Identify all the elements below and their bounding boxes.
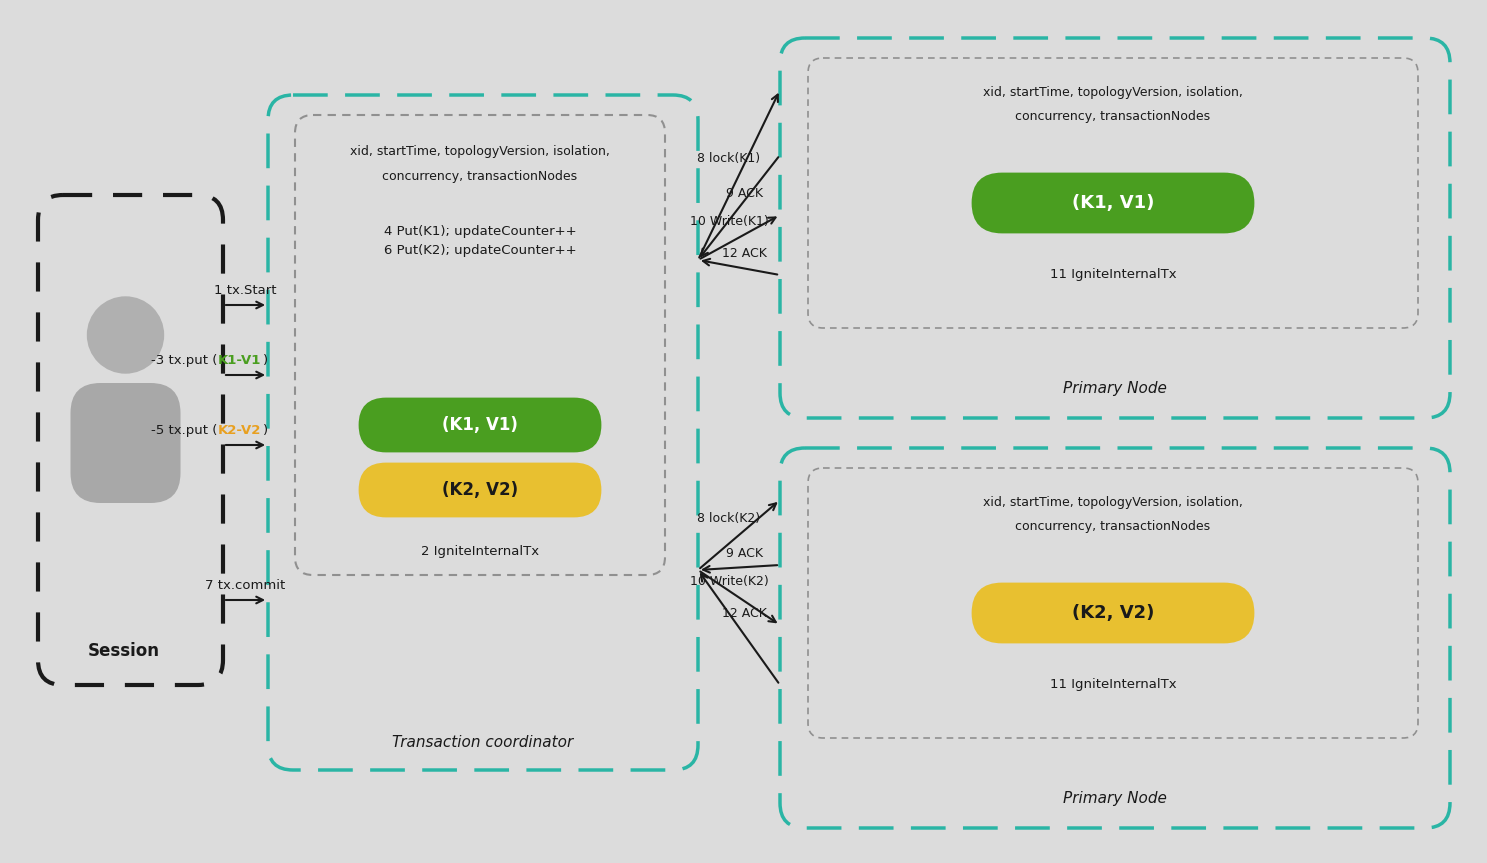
Text: concurrency, transactionNodes: concurrency, transactionNodes bbox=[1016, 110, 1210, 123]
FancyBboxPatch shape bbox=[360, 399, 599, 451]
Text: 8 lock(K2): 8 lock(K2) bbox=[697, 512, 760, 525]
FancyBboxPatch shape bbox=[70, 383, 180, 503]
Text: concurrency, transactionNodes: concurrency, transactionNodes bbox=[1016, 520, 1210, 533]
Text: ): ) bbox=[263, 424, 268, 437]
Text: 7 tx.commit: 7 tx.commit bbox=[205, 579, 286, 592]
Text: (K1, V1): (K1, V1) bbox=[442, 416, 517, 434]
Text: K1-V1: K1-V1 bbox=[217, 354, 260, 367]
Text: concurrency, transactionNodes: concurrency, transactionNodes bbox=[382, 170, 577, 183]
Text: 11 IgniteInternalTx: 11 IgniteInternalTx bbox=[1050, 268, 1176, 281]
Text: 9 ACK: 9 ACK bbox=[726, 186, 763, 199]
Text: (K1, V1): (K1, V1) bbox=[1072, 194, 1154, 212]
Text: 9 ACK: 9 ACK bbox=[726, 546, 763, 559]
Text: 8 lock(K1): 8 lock(K1) bbox=[697, 152, 760, 165]
FancyBboxPatch shape bbox=[294, 115, 665, 575]
Text: (K2, V2): (K2, V2) bbox=[1072, 604, 1154, 622]
FancyBboxPatch shape bbox=[807, 58, 1419, 328]
Text: ): ) bbox=[263, 354, 268, 367]
Text: -3 tx.put (K1-V1): -3 tx.put (K1-V1) bbox=[186, 354, 296, 367]
Text: 2 IgniteInternalTx: 2 IgniteInternalTx bbox=[421, 545, 540, 558]
Text: 11 IgniteInternalTx: 11 IgniteInternalTx bbox=[1050, 678, 1176, 691]
Text: K2-V2: K2-V2 bbox=[217, 424, 260, 437]
Text: Primary Node: Primary Node bbox=[1063, 381, 1167, 396]
Text: 12 ACK: 12 ACK bbox=[721, 247, 766, 260]
Text: 10 Write(K1): 10 Write(K1) bbox=[690, 215, 769, 228]
FancyBboxPatch shape bbox=[972, 584, 1254, 642]
FancyBboxPatch shape bbox=[807, 468, 1419, 738]
Text: Session: Session bbox=[88, 642, 161, 660]
Text: (K2, V2): (K2, V2) bbox=[442, 481, 517, 499]
Text: 4 Put(K1); updateCounter++
6 Put(K2); updateCounter++: 4 Put(K1); updateCounter++ 6 Put(K2); up… bbox=[384, 225, 577, 257]
Text: Primary Node: Primary Node bbox=[1063, 791, 1167, 806]
Text: 1 tx.Start: 1 tx.Start bbox=[214, 284, 277, 297]
Text: Transaction coordinator: Transaction coordinator bbox=[393, 735, 574, 750]
Text: xid, startTime, topologyVersion, isolation,: xid, startTime, topologyVersion, isolati… bbox=[983, 86, 1243, 99]
FancyBboxPatch shape bbox=[781, 38, 1450, 418]
FancyBboxPatch shape bbox=[268, 95, 697, 770]
Text: 10 Write(K2): 10 Write(K2) bbox=[690, 575, 769, 588]
FancyBboxPatch shape bbox=[360, 464, 599, 516]
FancyBboxPatch shape bbox=[39, 195, 223, 685]
Text: -3 tx.put (: -3 tx.put ( bbox=[152, 354, 217, 367]
Circle shape bbox=[88, 297, 164, 373]
FancyBboxPatch shape bbox=[972, 174, 1254, 232]
Text: xid, startTime, topologyVersion, isolation,: xid, startTime, topologyVersion, isolati… bbox=[983, 496, 1243, 509]
Text: -5 tx.put (: -5 tx.put ( bbox=[152, 424, 217, 437]
Text: 12 ACK: 12 ACK bbox=[721, 607, 766, 620]
Text: xid, startTime, topologyVersion, isolation,: xid, startTime, topologyVersion, isolati… bbox=[349, 145, 610, 158]
FancyBboxPatch shape bbox=[781, 448, 1450, 828]
